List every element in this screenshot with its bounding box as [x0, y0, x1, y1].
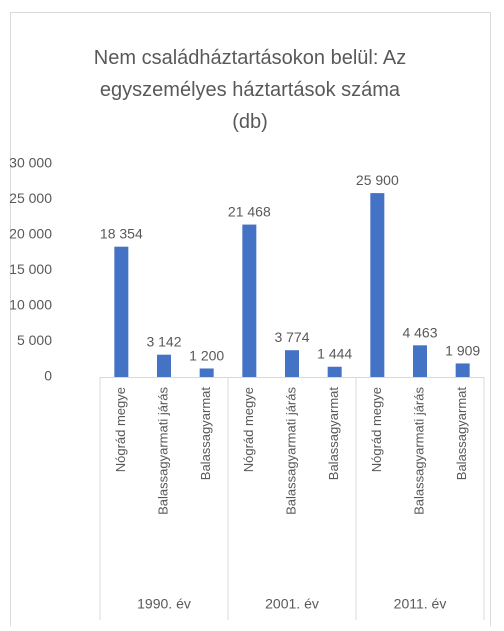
x-tick-label: Nógrád megye [369, 387, 384, 472]
group-label: 1990. év [137, 596, 191, 612]
chart-title: (db) [232, 111, 268, 133]
bar [199, 368, 214, 377]
data-label: 1 909 [445, 342, 480, 358]
y-tick-label: 30 000 [9, 155, 52, 171]
y-tick-label: 10 000 [9, 297, 52, 313]
data-label: 18 354 [100, 226, 143, 242]
data-label: 3 774 [274, 329, 309, 345]
x-tick-label: Balassagyarmat [198, 387, 213, 481]
bar [242, 224, 257, 377]
bar [370, 193, 385, 377]
y-tick-label: 5 000 [17, 332, 52, 348]
x-tick-label: Balassagyarmati járás [411, 387, 426, 515]
bar [327, 366, 342, 377]
x-tick-label: Nógrád megye [113, 387, 128, 472]
bar [157, 354, 171, 377]
y-tick-label: 15 000 [9, 261, 52, 277]
data-label: 1 444 [317, 346, 352, 362]
data-label: 21 468 [228, 204, 271, 220]
chart-title: egyszemélyes háztartások száma [100, 79, 401, 101]
data-label: 3 142 [146, 334, 181, 350]
group-label: 2011. év [394, 596, 447, 612]
bar [114, 246, 129, 377]
chart-title: Nem családháztartásokon belül: Az [94, 47, 406, 69]
x-tick-label: Balassagyarmat [326, 387, 341, 481]
data-label: 25 900 [356, 172, 399, 188]
data-label: 4 463 [402, 324, 437, 340]
y-tick-label: 20 000 [9, 226, 52, 242]
group-label: 2001. év [265, 596, 319, 612]
y-tick-label: 25 000 [9, 190, 52, 206]
x-tick-label: Nógrád megye [241, 387, 256, 472]
y-tick-label: 0 [44, 368, 52, 384]
x-tick-label: Balassagyarmat [454, 387, 469, 481]
bar [455, 363, 470, 377]
x-tick-label: Balassagyarmati járás [155, 387, 170, 515]
bar [285, 350, 299, 377]
x-tick-label: Balassagyarmati járás [283, 387, 298, 515]
bar [413, 345, 427, 377]
data-label: 1 200 [189, 347, 224, 363]
